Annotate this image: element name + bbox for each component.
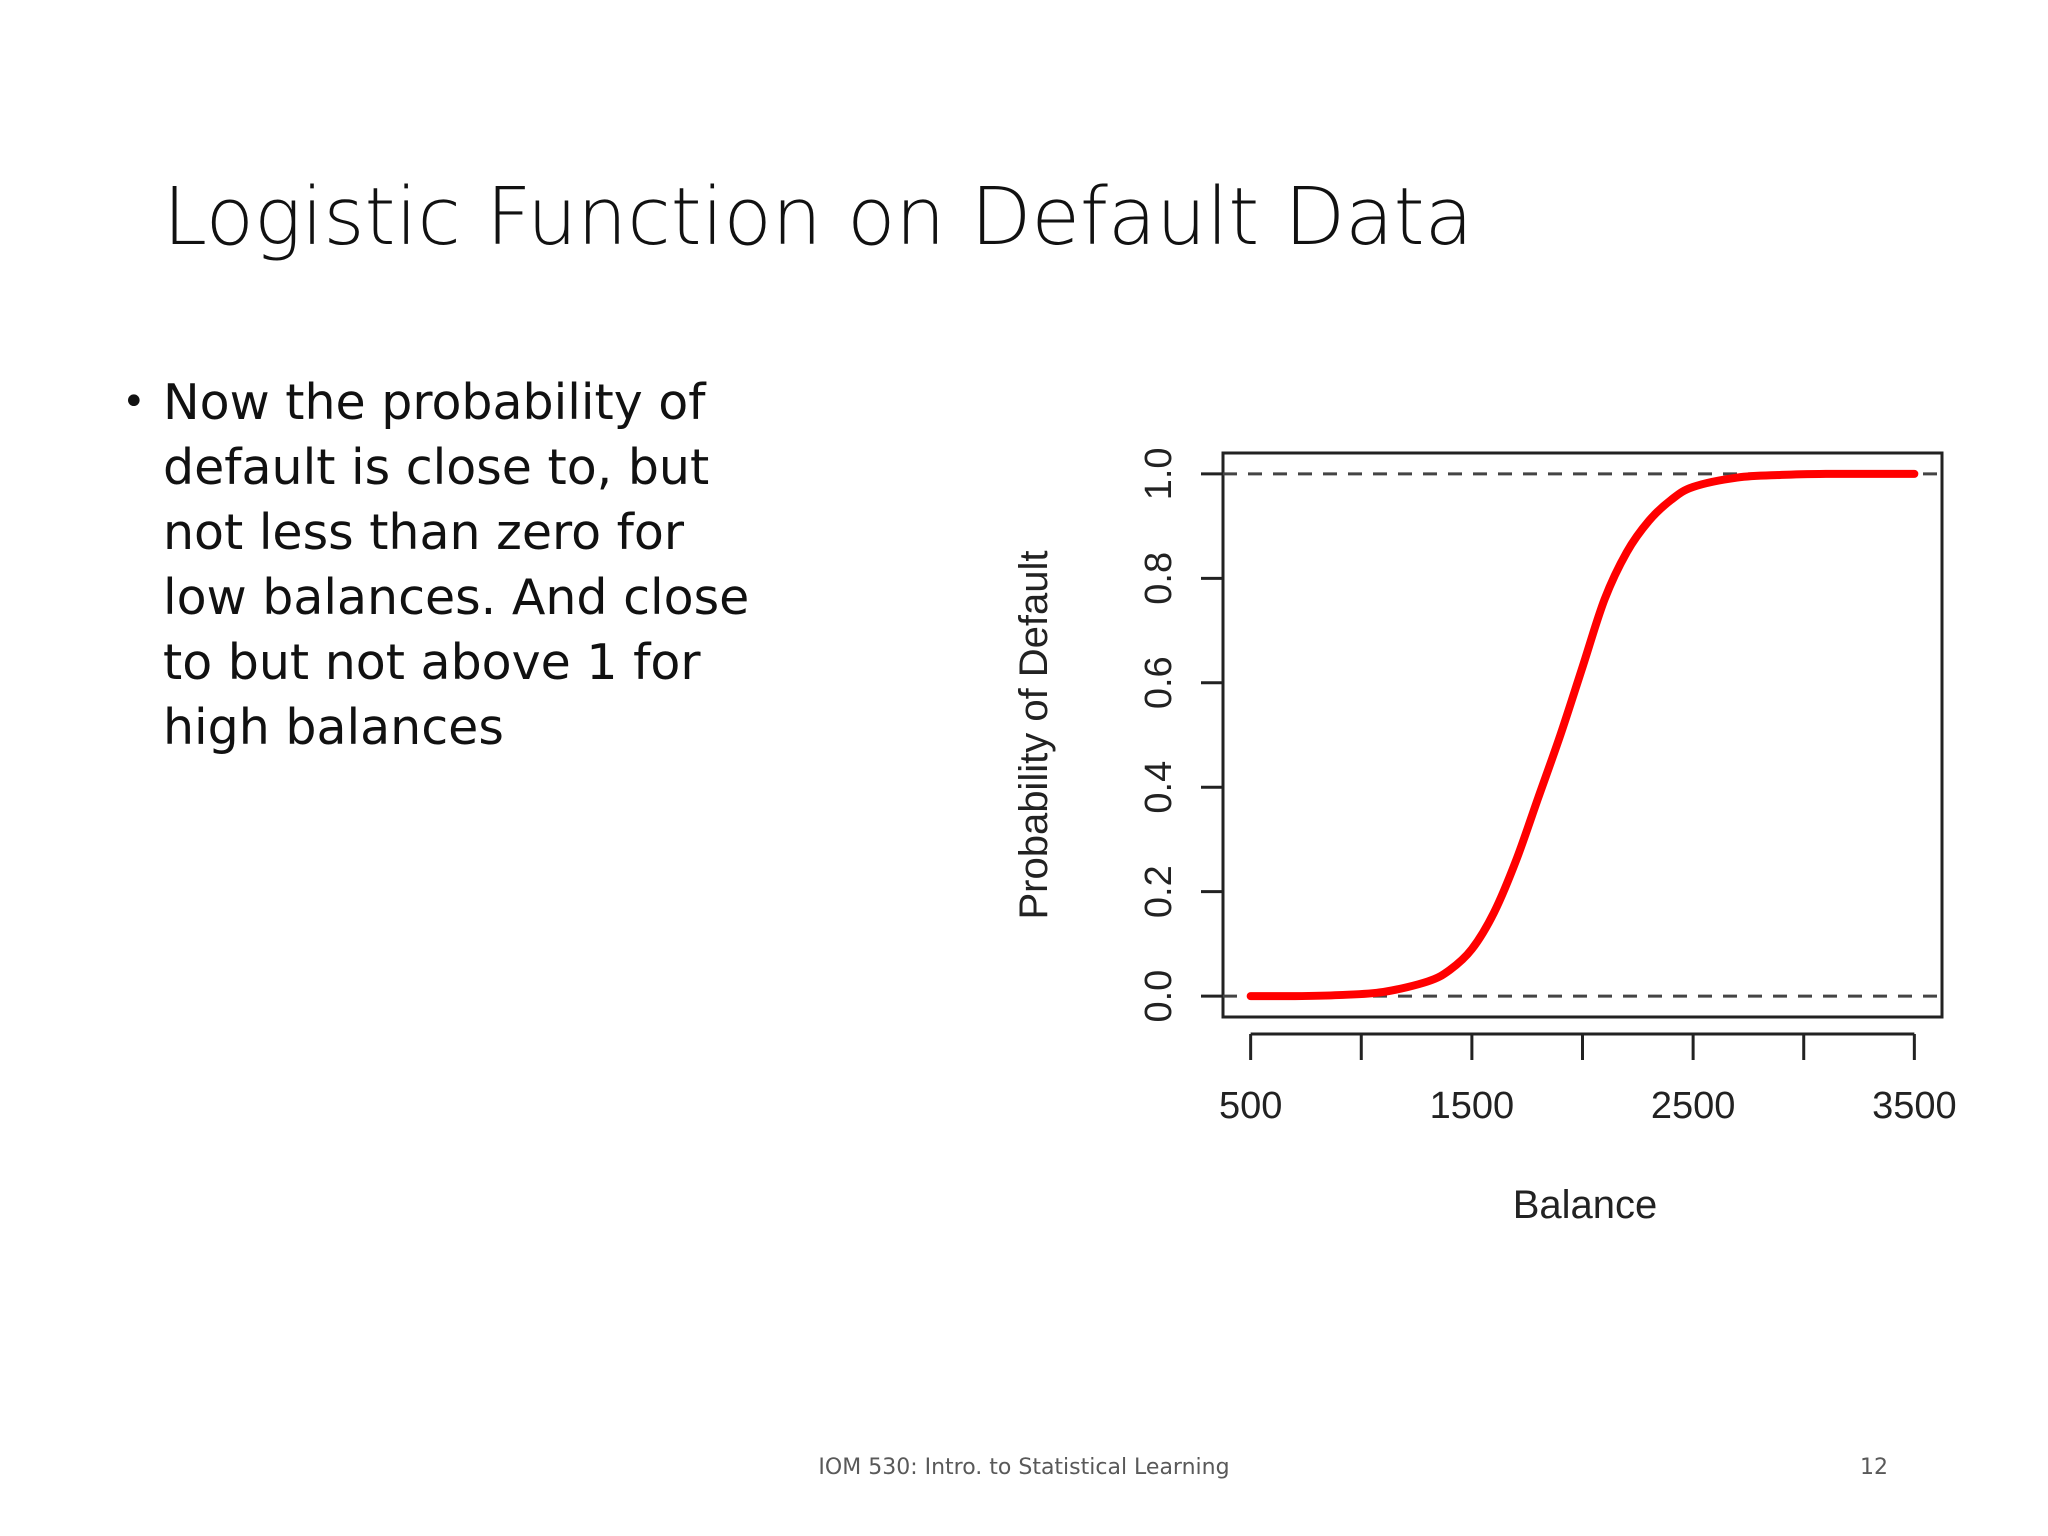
- x-tick-label: 2500: [1651, 1085, 1736, 1127]
- x-axis-label: Balance: [1513, 1183, 1658, 1227]
- y-tick-label: 0.8: [1138, 552, 1180, 605]
- bullet-dot-icon: •: [122, 379, 146, 425]
- slide-title: Logistic Function on Default Data: [163, 171, 1473, 263]
- logistic-chart: 0.0 0.2 0.4 0.6 0.8 1.0 500 1500 2500 3500 Probab…: [1012, 447, 1957, 1227]
- plot-frame: [1221, 451, 1944, 1019]
- x-tick-label: 500: [1219, 1085, 1282, 1127]
- bullet-item: • Now the probability of default is clos…: [120, 370, 770, 760]
- y-tick-label: 0.2: [1138, 865, 1180, 918]
- y-tick-label: 1.0: [1138, 447, 1180, 500]
- bullet-text: Now the probability of default is close …: [163, 374, 750, 756]
- bullet-list: • Now the probability of default is clos…: [120, 370, 770, 760]
- logistic-curve: [1246, 469, 1919, 1001]
- y-tick-label: 0.4: [1138, 761, 1180, 814]
- page-number: 12: [1860, 1455, 1888, 1480]
- x-tick-label: 1500: [1430, 1085, 1515, 1127]
- y-tick-label: 0.0: [1138, 970, 1180, 1023]
- footer-course: IOM 530: Intro. to Statistical Learning: [818, 1455, 1230, 1480]
- x-tick-label: 3500: [1872, 1085, 1957, 1127]
- y-tick-label: 0.6: [1138, 656, 1180, 709]
- y-axis-label: Probability of Default: [1012, 550, 1056, 919]
- plot-area: 0.0 0.2 0.4 0.6 0.8 1.0 500 1500 2500 3500: [1138, 447, 1957, 1127]
